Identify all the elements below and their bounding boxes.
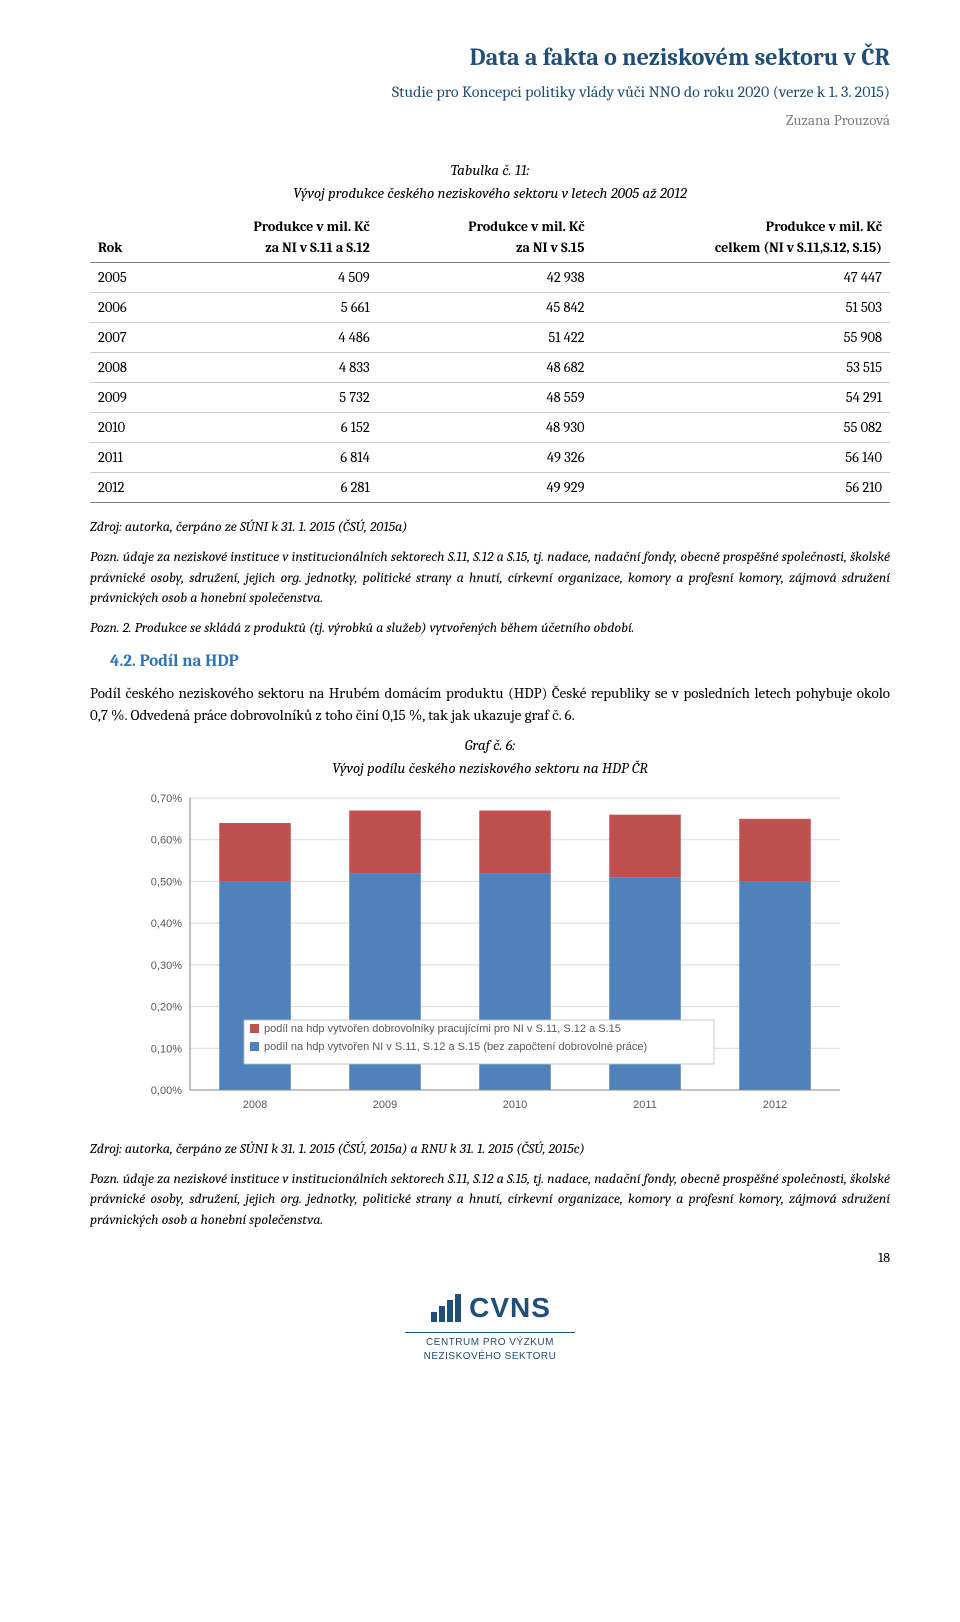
table-cell: 49 929 <box>378 472 593 502</box>
table-cell: 51 422 <box>378 322 593 352</box>
table-row: 20095 73248 55954 291 <box>90 382 890 412</box>
svg-text:2012: 2012 <box>763 1099 787 1111</box>
table-cell: 48 682 <box>378 352 593 382</box>
body-paragraph: Podíl českého neziskového sektoru na Hru… <box>90 683 890 727</box>
table-header-cell: Produkce v mil. Kč celkem (NI v S.11,S.1… <box>593 213 890 262</box>
table-row: 20074 48651 42255 908 <box>90 322 890 352</box>
table-cell: 4 486 <box>163 322 378 352</box>
section-heading: 4.2. Podíl na HDP <box>110 650 890 675</box>
logo-subtext: NEZISKOVÉHO SEKTORU <box>405 1350 575 1365</box>
svg-text:0,10%: 0,10% <box>151 1043 182 1055</box>
document-author: Zuzana Prouzová <box>90 110 890 132</box>
source-note: Zdroj: autorka, čerpáno ze SÚNI k 31. 1.… <box>90 517 890 537</box>
table-row: 20126 28149 92956 210 <box>90 472 890 502</box>
table-row: 20106 15248 93055 082 <box>90 412 890 442</box>
table-cell: 2007 <box>90 322 163 352</box>
table-cell: 54 291 <box>593 382 890 412</box>
logo-text: CVNS <box>469 1288 551 1329</box>
table-cell: 4 833 <box>163 352 378 382</box>
table-cell: 2008 <box>90 352 163 382</box>
table-cell: 55 082 <box>593 412 890 442</box>
footnote: Pozn. údaje za neziskové instituce v ins… <box>90 547 890 608</box>
svg-text:0,40%: 0,40% <box>151 918 182 930</box>
footer-logo: CVNS CENTRUM PRO VÝZKUM NEZISKOVÉHO SEKT… <box>90 1288 890 1366</box>
document-subtitle: Studie pro Koncepci politiky vlády vůči … <box>90 81 890 104</box>
table-cell: 49 326 <box>378 442 593 472</box>
stacked-bar-chart: 0,00% 0,10% 0,20% 0,30% 0,40% 0,50% 0,60% 0,70%… <box>130 788 850 1125</box>
svg-text:0,30%: 0,30% <box>151 960 182 972</box>
table-cell: 55 908 <box>593 322 890 352</box>
table-cell: 48 930 <box>378 412 593 442</box>
table-cell: 56 140 <box>593 442 890 472</box>
footnote: Pozn. údaje za neziskové instituce v ins… <box>90 1169 890 1230</box>
table-cell: 6 814 <box>163 442 378 472</box>
logo-icon <box>429 1294 463 1324</box>
table-row: 20084 83348 68253 515 <box>90 352 890 382</box>
svg-text:0,20%: 0,20% <box>151 1002 182 1014</box>
table-cell: 2011 <box>90 442 163 472</box>
chart-svg: 0,00% 0,10% 0,20% 0,30% 0,40% 0,50% 0,60% 0,70%… <box>130 788 850 1118</box>
table-cell: 42 938 <box>378 262 593 292</box>
table-cell: 2009 <box>90 382 163 412</box>
svg-text:2009: 2009 <box>373 1099 397 1111</box>
table-cell: 47 447 <box>593 262 890 292</box>
table-title: Vývoj produkce českého neziskového sekto… <box>90 183 890 205</box>
data-table: Rok Produkce v mil. Kč za NI v S.11 a S.… <box>90 213 890 503</box>
svg-text:2011: 2011 <box>633 1099 657 1111</box>
document-title: Data a fakta o neziskovém sektoru v ČR <box>90 40 890 75</box>
table-caption: Tabulka č. 11: <box>90 160 890 182</box>
svg-text:0,00%: 0,00% <box>151 1085 182 1097</box>
svg-text:0,50%: 0,50% <box>151 877 182 889</box>
table-header-row: Rok Produkce v mil. Kč za NI v S.11 a S.… <box>90 213 890 262</box>
table-header-cell: Produkce v mil. Kč za NI v S.11 a S.12 <box>163 213 378 262</box>
table-header-cell: Rok <box>90 213 163 262</box>
table-cell: 6 152 <box>163 412 378 442</box>
svg-text:2010: 2010 <box>503 1099 527 1111</box>
page-number: 18 <box>90 1248 890 1268</box>
table-cell: 2012 <box>90 472 163 502</box>
table-cell: 5 732 <box>163 382 378 412</box>
table-row: 20065 66145 84251 503 <box>90 292 890 322</box>
chart-caption: Graf č. 6: <box>90 735 890 757</box>
chart-title: Vývoj podílu českého neziskového sektoru… <box>90 758 890 780</box>
table-cell: 51 503 <box>593 292 890 322</box>
table-cell: 4 509 <box>163 262 378 292</box>
footnote: Pozn. 2. Produkce se skládá z produktů (… <box>90 618 890 638</box>
table-cell: 45 842 <box>378 292 593 322</box>
table-cell: 2010 <box>90 412 163 442</box>
table-cell: 56 210 <box>593 472 890 502</box>
svg-text:0,60%: 0,60% <box>151 835 182 847</box>
table-cell: 5 661 <box>163 292 378 322</box>
table-header-cell: Produkce v mil. Kč za NI v S.15 <box>378 213 593 262</box>
table-cell: 2005 <box>90 262 163 292</box>
logo-subtext: CENTRUM PRO VÝZKUM <box>405 1336 575 1351</box>
table-row: 20054 50942 93847 447 <box>90 262 890 292</box>
svg-text:podíl na hdp vytvořen dobrovol: podíl na hdp vytvořen dobrovolníky pracu… <box>264 1023 621 1035</box>
table-row: 20116 81449 32656 140 <box>90 442 890 472</box>
svg-text:podíl na hdp vytvořen NI v S.1: podíl na hdp vytvořen NI v S.11, S.12 a … <box>264 1041 647 1053</box>
table-cell: 48 559 <box>378 382 593 412</box>
svg-text:2008: 2008 <box>243 1099 267 1111</box>
table-cell: 6 281 <box>163 472 378 502</box>
table-cell: 2006 <box>90 292 163 322</box>
source-note: Zdroj: autorka, čerpáno ze SÚNI k 31. 1.… <box>90 1139 890 1159</box>
table-cell: 53 515 <box>593 352 890 382</box>
svg-text:0,70%: 0,70% <box>151 793 182 805</box>
